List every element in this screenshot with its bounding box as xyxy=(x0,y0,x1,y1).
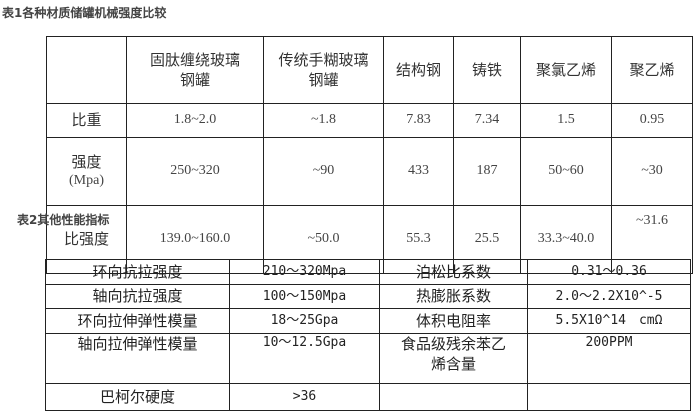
property-value: >36 xyxy=(229,383,380,411)
property-value: 10～12.5Gpa xyxy=(229,333,380,384)
table-row: 强度 (Mpa) 250~320 ~90 433 187 50~60 ~30 xyxy=(46,137,693,206)
table-header-row: 固肽缠绕玻璃钢罐 传统手糊玻璃钢罐 结构钢 铸铁 聚氯乙烯 聚乙烯 xyxy=(46,36,693,104)
property-name: 轴向拉伸弹性模量 xyxy=(45,333,230,384)
property-name: 巴柯尔硬度 xyxy=(45,383,230,411)
empty-cell xyxy=(379,383,528,411)
property-value: 210～320Mpa xyxy=(229,259,380,285)
property-value: 5.5X10^14 cmΩ xyxy=(527,308,691,334)
property-name: 环向拉伸弹性模量 xyxy=(45,308,230,334)
table-row: 轴向抗拉强度 100～150Mpa 热膨胀系数 2.0～2.2X10^-5 xyxy=(45,284,691,309)
cell: 1.8~2.0 xyxy=(126,103,264,138)
cell: ~1.8 xyxy=(263,103,384,138)
table-row: 轴向拉伸弹性模量 10～12.5Gpa 食品级残余苯乙烯含量 200PPM xyxy=(45,333,691,384)
table-row: 巴柯尔硬度 >36 xyxy=(45,383,691,411)
header-cell: 聚氯乙烯 xyxy=(520,36,612,104)
cell: ~30 xyxy=(611,137,693,206)
table1-title: 表1各种材质储罐机械强度比较 xyxy=(2,6,167,20)
header-cell: 铸铁 xyxy=(453,36,521,104)
property-name: 环向抗拉强度 xyxy=(45,259,230,285)
row-label-text: 强度 xyxy=(71,152,102,171)
property-name: 体积电阻率 xyxy=(379,308,528,334)
header-cell: 聚乙烯 xyxy=(611,36,693,104)
cell: 433 xyxy=(383,137,454,206)
property-value: 200PPM xyxy=(527,333,691,384)
cell: ~90 xyxy=(263,137,384,206)
strength-comparison-table: 固肽缠绕玻璃钢罐 传统手糊玻璃钢罐 结构钢 铸铁 聚氯乙烯 聚乙烯 比重 1.8… xyxy=(46,36,693,274)
table-row: 比重 1.8~2.0 ~1.8 7.83 7.34 1.5 0.95 xyxy=(46,103,693,138)
cell: 187 xyxy=(453,137,521,206)
header-cell: 传统手糊玻璃钢罐 xyxy=(263,36,384,104)
cell: 250~320 xyxy=(126,137,264,206)
property-name: 热膨胀系数 xyxy=(379,284,528,309)
property-value: 100～150Mpa xyxy=(229,284,380,309)
header-cell xyxy=(46,36,127,104)
property-name: 轴向抗拉强度 xyxy=(45,284,230,309)
property-value: 2.0～2.2X10^-5 xyxy=(527,284,691,309)
property-value: 0.31～0.36 xyxy=(527,259,691,285)
row-label: 强度 (Mpa) xyxy=(46,137,127,206)
header-cell: 固肽缠绕玻璃钢罐 xyxy=(126,36,264,104)
empty-cell xyxy=(527,383,691,411)
row-label: 比重 xyxy=(46,103,127,138)
table-row: 环向抗拉强度 210～320Mpa 泊松比系数 0.31～0.36 xyxy=(45,259,691,285)
cell: 50~60 xyxy=(520,137,612,206)
cell: 7.34 xyxy=(453,103,521,138)
cell: 1.5 xyxy=(520,103,612,138)
property-value: 18～25Gpa xyxy=(229,308,380,334)
property-name: 食品级残余苯乙烯含量 xyxy=(379,333,528,384)
table2-title: 表2其他性能指标 xyxy=(17,213,110,227)
performance-table: 环向抗拉强度 210～320Mpa 泊松比系数 0.31～0.36 轴向抗拉强度… xyxy=(45,259,691,411)
table-row: 环向拉伸弹性模量 18～25Gpa 体积电阻率 5.5X10^14 cmΩ xyxy=(45,308,691,334)
header-cell: 结构钢 xyxy=(383,36,454,104)
property-name: 泊松比系数 xyxy=(379,259,528,285)
cell: 0.95 xyxy=(611,103,693,138)
row-label-unit: (Mpa) xyxy=(69,173,104,189)
cell: 7.83 xyxy=(383,103,454,138)
